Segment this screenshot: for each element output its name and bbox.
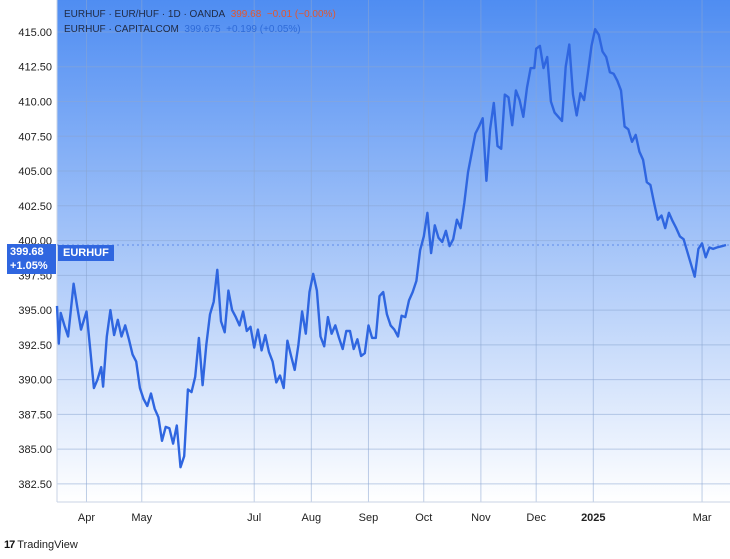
x-tick-label: 2025 bbox=[581, 512, 605, 524]
footer-branding[interactable]: 17 TradingView bbox=[4, 539, 78, 551]
series-line-eurhuf[interactable] bbox=[55, 28, 727, 469]
tradingview-logo-icon: 17 bbox=[4, 539, 15, 551]
series-label-tag: EURHUF bbox=[58, 245, 114, 261]
legend-symbol: EURHUF · EUR/HUF · 1D · OANDA bbox=[64, 9, 226, 20]
last-price: 399.68 bbox=[10, 246, 44, 258]
y-tick-label: 382.50 bbox=[18, 479, 52, 491]
chart-area[interactable]: 415.00 412.50 410.00 407.50 405.00 402.50 400.… bbox=[0, 0, 730, 530]
plot-background bbox=[57, 0, 730, 502]
legend-price: 399.68 bbox=[230, 9, 262, 20]
grid bbox=[57, 0, 730, 502]
brand-name: TradingView bbox=[17, 539, 78, 551]
y-tick-label: 395.00 bbox=[18, 305, 52, 317]
x-tick-label: Mar bbox=[693, 512, 712, 524]
y-tick-label: 407.50 bbox=[18, 131, 52, 143]
line-chart[interactable]: 415.00412.50410.00407.50405.00402.50400.… bbox=[0, 0, 730, 530]
x-tick-label: Aug bbox=[302, 512, 322, 524]
legend-change: +0.199 (+0.05%) bbox=[226, 24, 301, 35]
y-tick-label: 385.00 bbox=[18, 444, 52, 456]
x-tick-label: Nov bbox=[471, 512, 491, 524]
y-tick-label: 405.00 bbox=[18, 166, 52, 178]
x-tick-label: May bbox=[131, 512, 152, 524]
y-tick-label: 415.00 bbox=[18, 27, 52, 39]
x-tick-label: Apr bbox=[78, 512, 95, 524]
y-tick-label: 402.50 bbox=[18, 201, 52, 213]
series-group bbox=[55, 28, 730, 469]
x-axis: Apr May Jul Aug Sep Oct Nov Dec 2025 Mar bbox=[57, 501, 730, 524]
y-tick-label: 392.50 bbox=[18, 340, 52, 352]
last-price-tag: 399.68 +1.05% bbox=[7, 244, 56, 274]
y-tick-label: 412.50 bbox=[18, 62, 52, 74]
y-tick-label: 387.50 bbox=[18, 409, 52, 421]
legend-row-capitalcom[interactable]: EURHUF · CAPITALCOM 399.675 +0.199 (+0.0… bbox=[64, 24, 301, 35]
legend-symbol: EURHUF · CAPITALCOM bbox=[64, 24, 179, 35]
y-axis: 415.00412.50410.00407.50405.00402.50400.… bbox=[18, 0, 58, 502]
x-tick-label: Dec bbox=[526, 512, 546, 524]
y-tick-label: 390.00 bbox=[18, 375, 52, 387]
y-tick-label: 410.00 bbox=[18, 97, 52, 109]
x-tick-label: Jul bbox=[247, 512, 261, 524]
legend-change: −0.01 (−0.00%) bbox=[266, 9, 336, 20]
legend-price: 399.675 bbox=[184, 24, 221, 35]
x-tick-label: Oct bbox=[415, 512, 432, 524]
last-change: +1.05% bbox=[10, 260, 48, 272]
legend-row-oanda[interactable]: EURHUF · EUR/HUF · 1D · OANDA 399.68 −0.… bbox=[64, 9, 336, 20]
x-tick-label: Sep bbox=[359, 512, 379, 524]
